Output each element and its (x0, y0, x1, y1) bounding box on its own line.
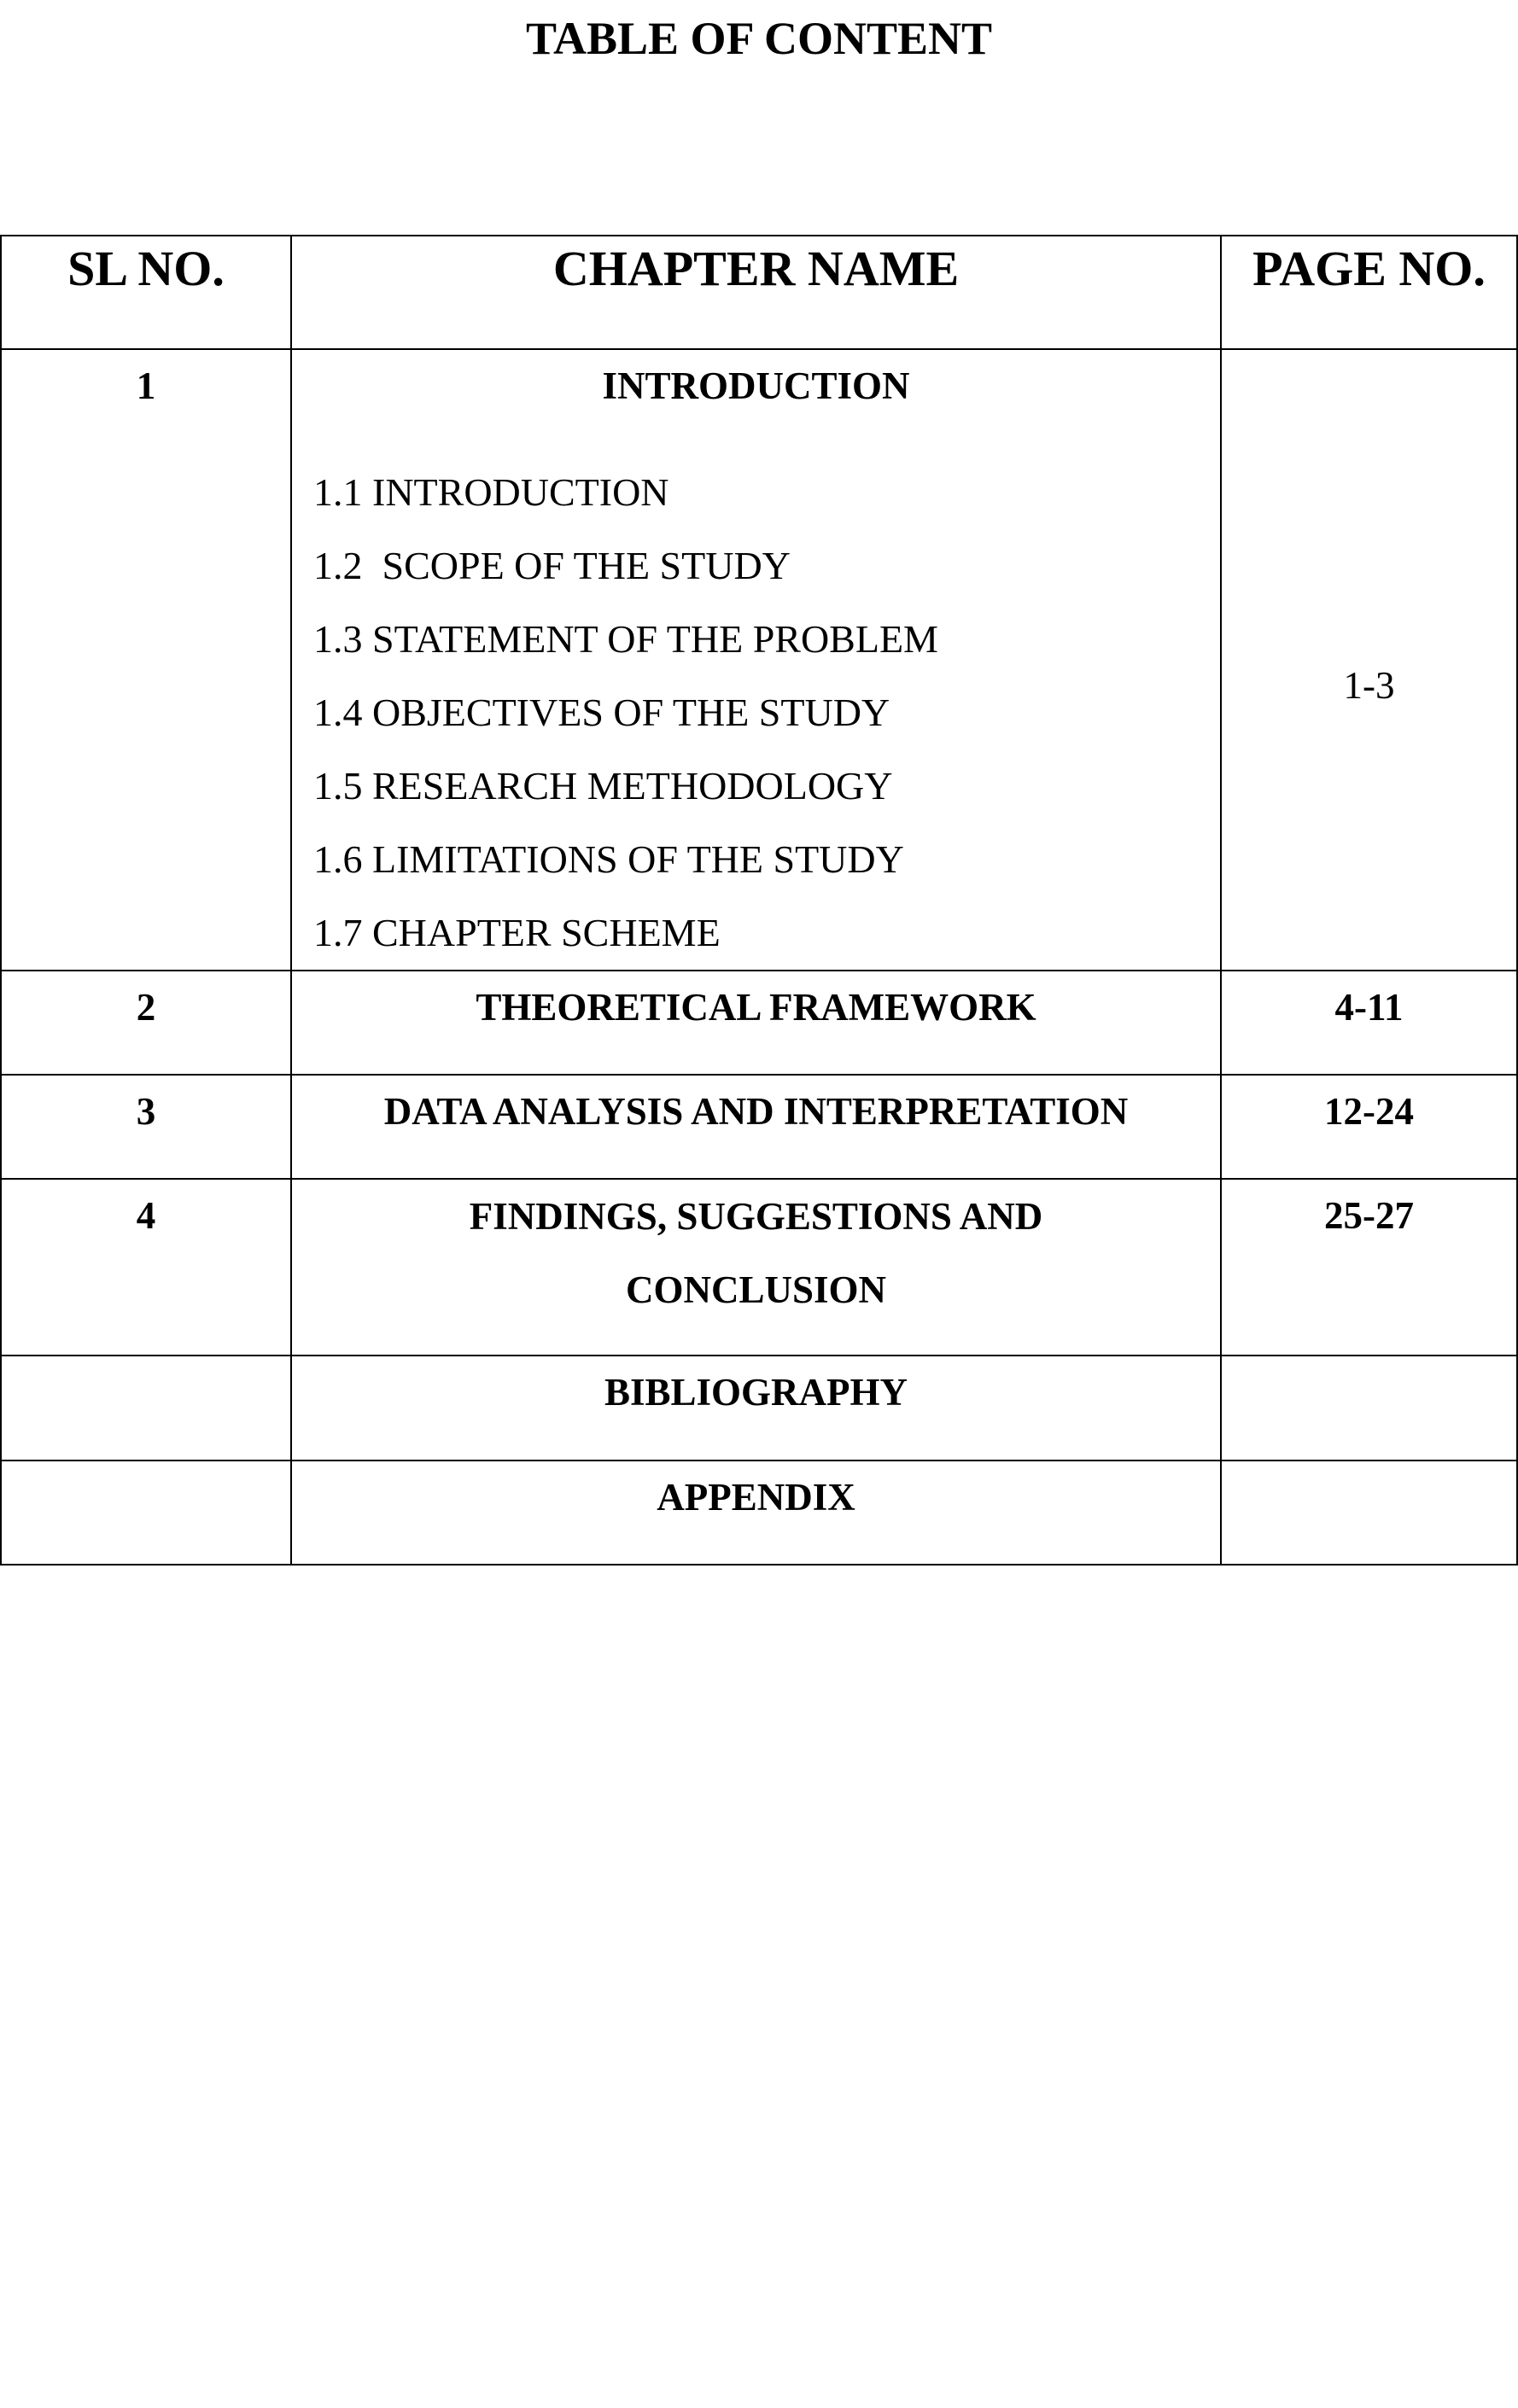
table-row: 3 DATA ANALYSIS AND INTERPRETATION 12-24 (0, 1074, 1518, 1180)
page-cell (1220, 1355, 1518, 1461)
table-row: 2 THEORETICAL FRAMEWORK 4-11 (0, 970, 1518, 1076)
sl-cell: 4 (0, 1178, 292, 1356)
table-row: 1 INTRODUCTION 1.1 INTRODUCTION 1.2 SCOP… (0, 348, 1518, 971)
sl-cell (0, 1355, 292, 1461)
page-cell (1220, 1460, 1518, 1565)
subsection-item: 1.3 STATEMENT OF THE PROBLEM (313, 617, 938, 661)
table-header-row: SL NO. CHAPTER NAME PAGE NO. (0, 235, 1518, 350)
subsection-item: 1.5 RESEARCH METHODOLOGY (313, 764, 893, 808)
chapter-title-line: CONCLUSION (625, 1268, 887, 1311)
sl-cell: 3 (0, 1074, 292, 1180)
page-cell: 1-3 (1220, 348, 1518, 971)
header-sl-no: SL NO. (0, 235, 292, 350)
subsection-list: 1.1 INTRODUCTION 1.2 SCOPE OF THE STUDY … (292, 456, 1220, 970)
chapter-cell: APPENDIX (290, 1460, 1222, 1565)
table-row: APPENDIX (0, 1460, 1518, 1565)
chapter-title-line: FINDINGS, SUGGESTIONS AND (469, 1195, 1043, 1238)
sl-cell: 1 (0, 348, 292, 971)
sl-cell: 2 (0, 970, 292, 1076)
subsection-item: 1.7 CHAPTER SCHEME (313, 911, 721, 954)
chapter-title: INTRODUCTION (602, 364, 910, 407)
page-cell: 25-27 (1220, 1178, 1518, 1356)
sl-cell (0, 1460, 292, 1565)
header-page-no: PAGE NO. (1220, 235, 1518, 350)
chapter-cell: THEORETICAL FRAMEWORK (290, 970, 1222, 1076)
subsection-item: 1.1 INTRODUCTION (313, 470, 669, 514)
header-chapter-name: CHAPTER NAME (290, 235, 1222, 350)
subsection-item: 1.2 SCOPE OF THE STUDY (313, 544, 791, 587)
table-row: 4 FINDINGS, SUGGESTIONS AND CONCLUSION 2… (0, 1178, 1518, 1356)
subsection-item: 1.6 LIMITATIONS OF THE STUDY (313, 837, 904, 881)
subsection-item: 1.4 OBJECTIVES OF THE STUDY (313, 691, 890, 734)
table-row: BIBLIOGRAPHY (0, 1355, 1518, 1461)
chapter-cell: BIBLIOGRAPHY (290, 1355, 1222, 1461)
page-cell: 12-24 (1220, 1074, 1518, 1180)
page-cell: 4-11 (1220, 970, 1518, 1076)
contents-table: SL NO. CHAPTER NAME PAGE NO. 1 INTRODUCT… (0, 235, 1518, 1565)
chapter-cell: INTRODUCTION 1.1 INTRODUCTION 1.2 SCOPE … (290, 348, 1222, 971)
chapter-cell: FINDINGS, SUGGESTIONS AND CONCLUSION (290, 1178, 1222, 1356)
page-title: TABLE OF CONTENT (525, 13, 993, 64)
chapter-cell: DATA ANALYSIS AND INTERPRETATION (290, 1074, 1222, 1180)
